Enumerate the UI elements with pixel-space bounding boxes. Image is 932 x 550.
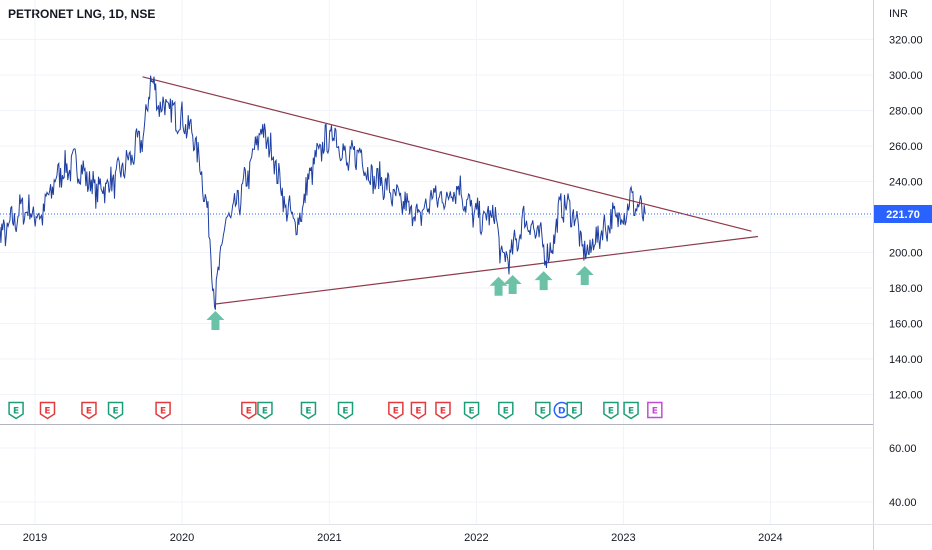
earnings-marker[interactable]: E	[623, 401, 639, 420]
earnings-icon	[300, 401, 317, 420]
earnings-icon	[535, 401, 551, 420]
x-tick-label: 2019	[23, 532, 47, 544]
event-letter: E	[393, 407, 399, 417]
chart-title: PETRONET LNG, 1D, NSE	[8, 7, 156, 21]
event-letter: E	[246, 407, 252, 417]
support-arrows	[206, 266, 594, 330]
earnings-marker[interactable]: E	[435, 401, 451, 420]
earnings-icon	[435, 401, 451, 420]
price-series	[0, 75, 646, 310]
arrow-up-icon	[489, 276, 508, 296]
event-letter: E	[440, 407, 446, 417]
arrow-up-icon	[503, 275, 522, 295]
y-tick-label: 60.00	[889, 443, 917, 455]
earnings-icon	[257, 401, 273, 420]
event-letter: E	[652, 407, 658, 417]
y-tick-label: 40.00	[889, 497, 917, 509]
earnings-marker[interactable]: E	[498, 401, 514, 420]
earnings-icon	[623, 401, 639, 420]
price-line	[0, 75, 646, 310]
event-letter: D	[558, 407, 565, 417]
x-tick-label: 2020	[170, 532, 194, 544]
last-price-box	[874, 204, 932, 223]
earnings-icon	[8, 401, 24, 420]
event-letter: E	[262, 407, 268, 417]
earnings-icon	[603, 401, 619, 420]
earnings-marker[interactable]: E	[463, 401, 480, 420]
y-tick-label: 280.00	[889, 106, 923, 118]
earnings-marker[interactable]: E	[388, 401, 404, 420]
earnings-icon	[388, 401, 404, 420]
trendline-upper[interactable]	[142, 76, 752, 232]
event-letter: E	[468, 407, 474, 417]
earnings-icon	[647, 401, 663, 419]
event-letter: E	[503, 407, 509, 417]
earnings-marker[interactable]: E	[535, 401, 551, 420]
earnings-icon	[107, 401, 124, 420]
x-tick-label: 2022	[464, 532, 488, 544]
y-tick-label: 320.00	[889, 35, 923, 47]
event-letter: E	[540, 407, 546, 417]
y-tick-label: 200.00	[889, 248, 923, 260]
y-tick-label: 260.00	[889, 141, 923, 153]
x-tick-label: 2023	[611, 532, 635, 544]
event-letter: E	[13, 407, 19, 417]
earnings-marker[interactable]: E	[300, 401, 317, 420]
earnings-icon	[155, 401, 171, 420]
event-letter: E	[112, 407, 118, 417]
trendline-lower[interactable]	[215, 235, 758, 305]
event-letter: E	[342, 407, 348, 417]
earnings-marker[interactable]: E	[81, 401, 97, 420]
event-letter: E	[305, 407, 311, 417]
event-letter: E	[160, 407, 166, 417]
event-letter: E	[44, 407, 50, 417]
last-price-tag: 221.70	[0, 204, 932, 223]
earnings-marker[interactable]: E	[337, 401, 354, 420]
y-tick-label: 240.00	[889, 177, 923, 189]
earnings-marker[interactable]: E	[241, 401, 257, 420]
arrow-up-icon	[534, 271, 553, 291]
chart-grid	[0, 0, 873, 524]
y-tick-label: 180.00	[889, 283, 923, 295]
event-letter: E	[86, 407, 92, 417]
earnings-icon	[241, 401, 257, 420]
event-letter: E	[628, 407, 634, 417]
last-price-value: 221.70	[886, 209, 920, 221]
currency-label: INR	[889, 8, 908, 20]
earnings-marker[interactable]: E	[603, 401, 619, 420]
y-tick-label: 300.00	[889, 70, 923, 82]
event-letter: E	[608, 407, 614, 417]
earnings-marker[interactable]: E	[566, 401, 583, 420]
y-tick-label: 120.00	[889, 390, 923, 402]
earnings-icon	[337, 401, 354, 420]
x-tick-label: 2021	[317, 532, 341, 544]
price-axis[interactable]: INR 320.00300.00280.00260.00240.00220.00…	[889, 8, 923, 509]
y-tick-label: 140.00	[889, 354, 923, 366]
earnings-icon	[463, 401, 480, 420]
earnings-marker[interactable]: E	[647, 401, 663, 419]
earnings-marker[interactable]: E	[155, 401, 171, 420]
x-tick-label: 2024	[758, 532, 782, 544]
y-tick-label: 160.00	[889, 319, 923, 331]
event-letter: E	[415, 407, 421, 417]
event-letter: E	[571, 407, 577, 417]
arrow-up-icon	[206, 310, 225, 330]
earnings-marker[interactable]: E	[8, 401, 24, 420]
trendlines[interactable]	[142, 76, 758, 305]
time-axis[interactable]: 2019 2020 2021 2022 2023 2024	[23, 532, 783, 544]
earnings-marker[interactable]: E	[39, 401, 56, 420]
earnings-icon	[81, 401, 97, 420]
earnings-marker[interactable]: E	[257, 401, 273, 420]
earnings-icon	[566, 401, 583, 420]
earnings-icon	[498, 401, 514, 420]
earnings-marker[interactable]: E	[410, 401, 427, 420]
earnings-icon	[39, 401, 56, 420]
earnings-marker[interactable]: E	[107, 401, 124, 420]
earnings-icon	[410, 401, 427, 420]
arrow-up-icon	[575, 266, 594, 286]
